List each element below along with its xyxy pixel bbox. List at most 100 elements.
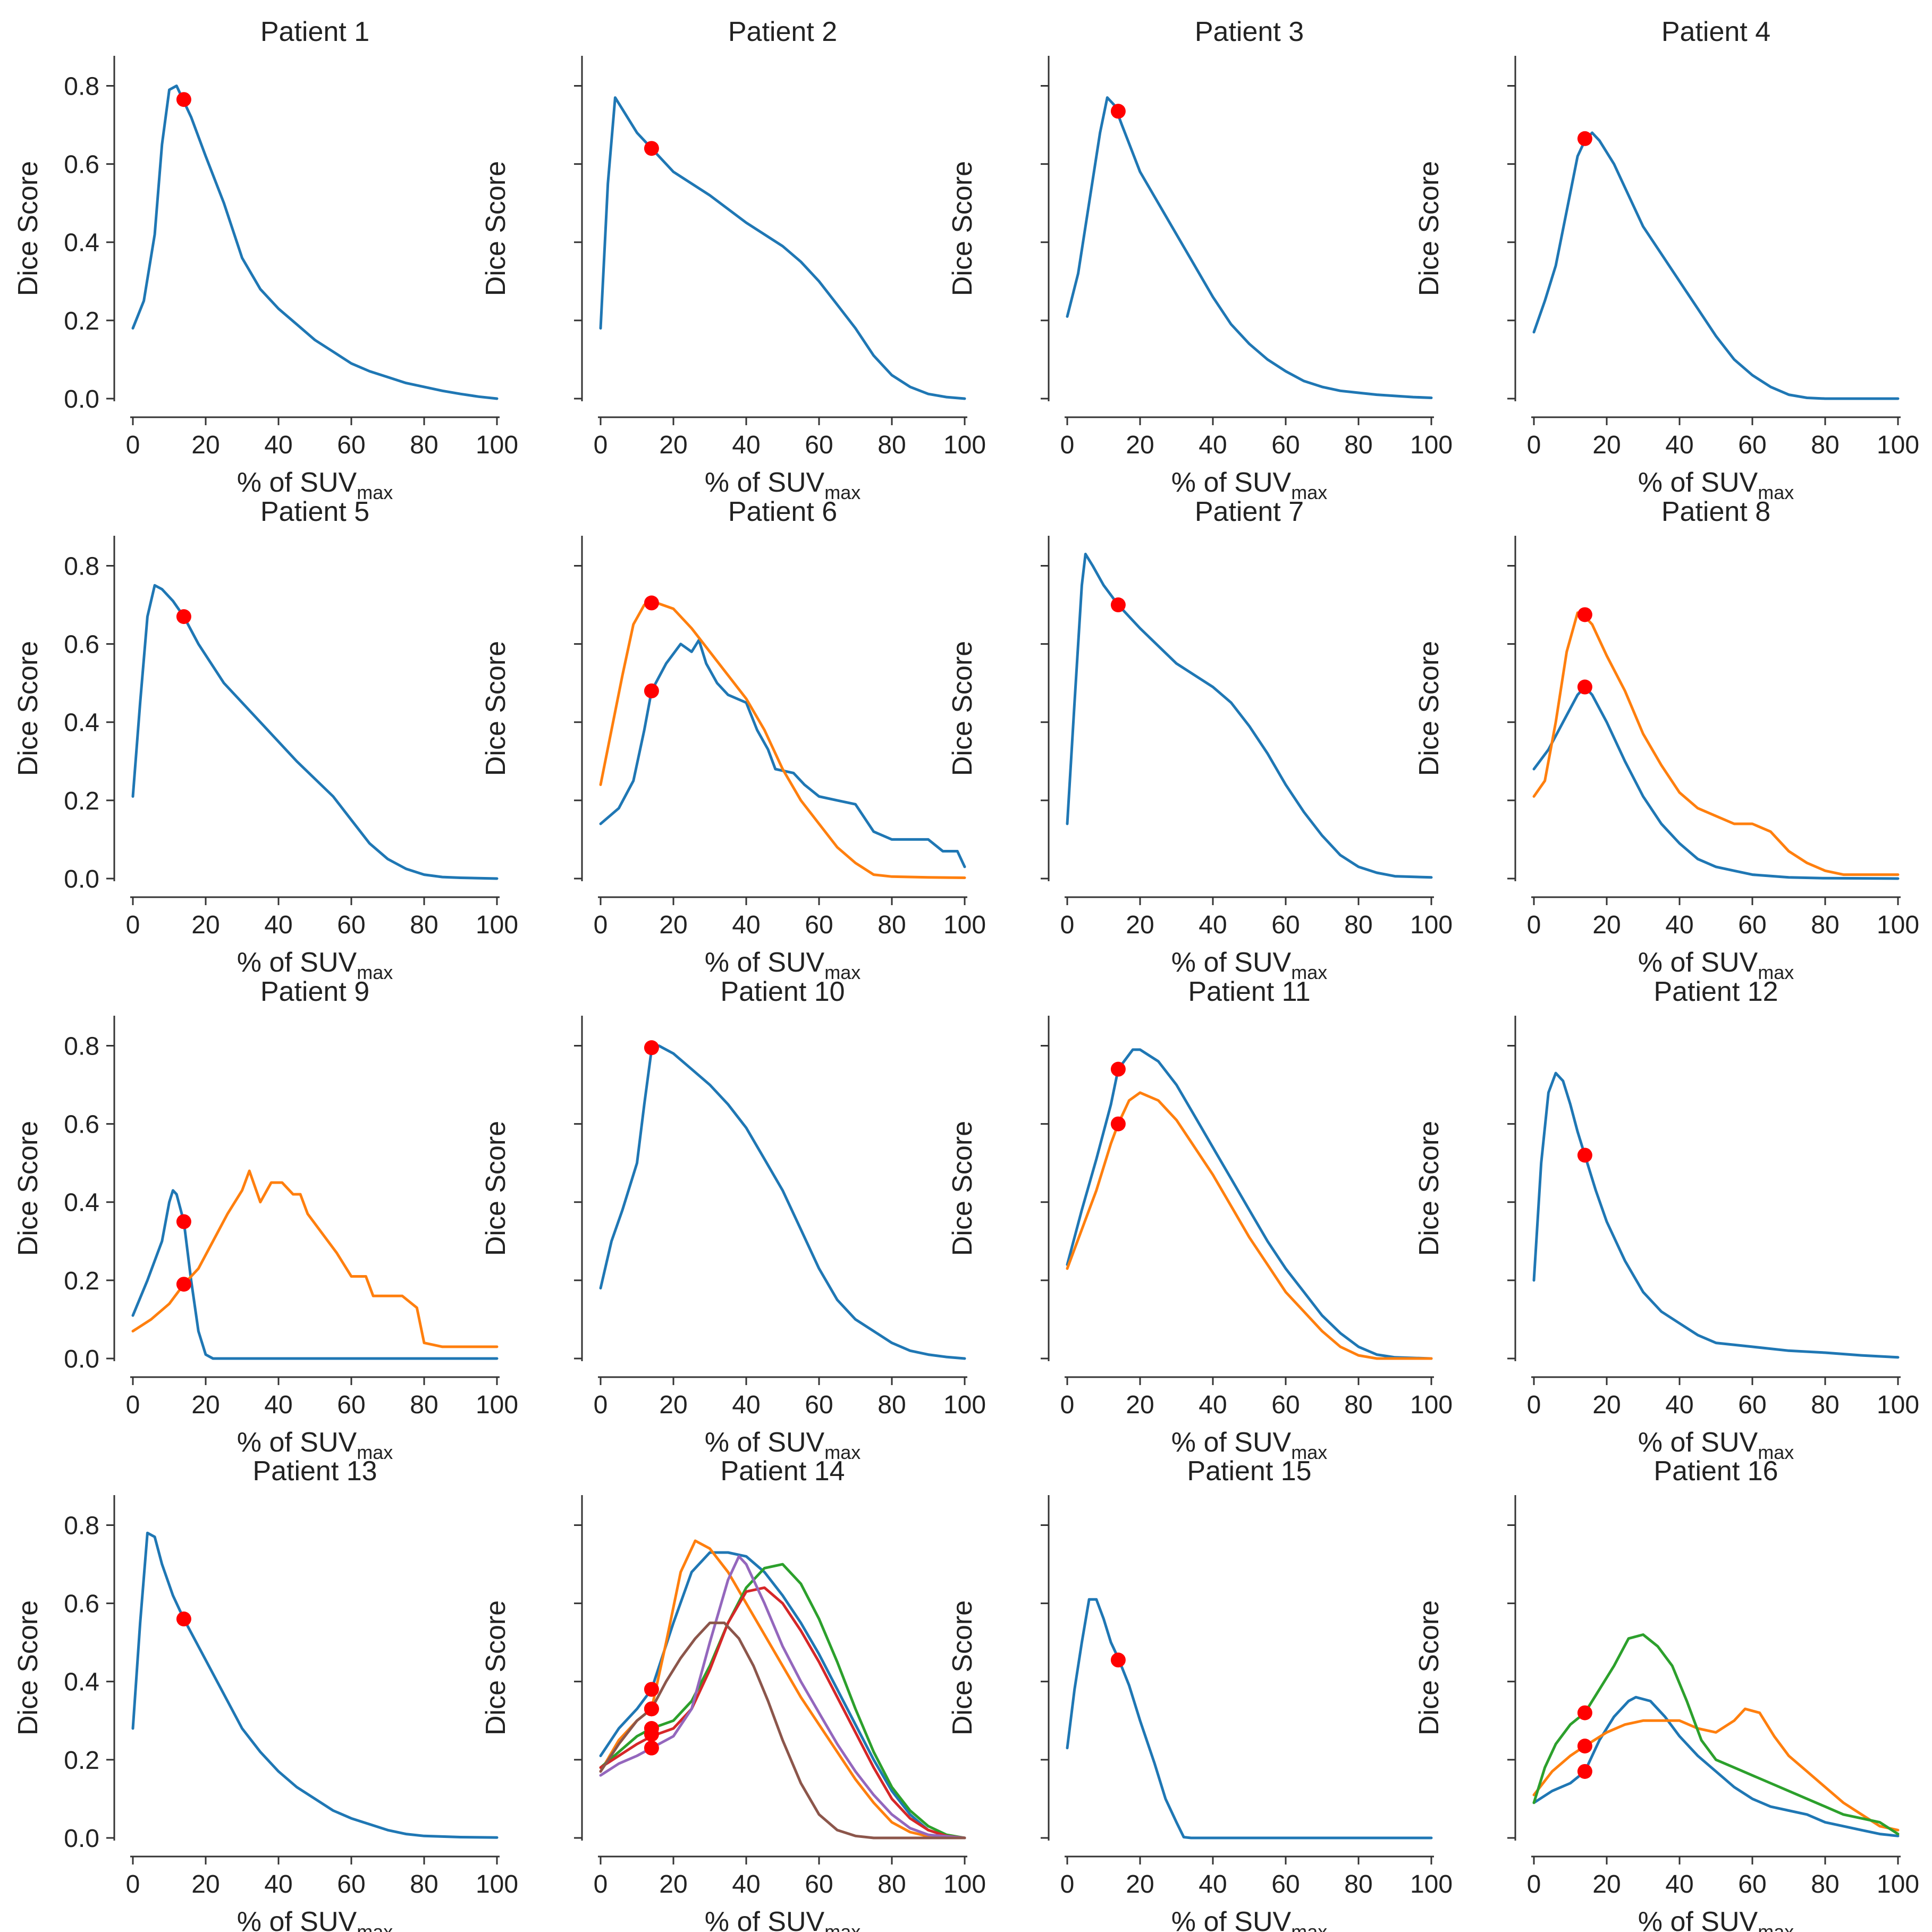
threshold-marker-1 [1110, 104, 1126, 119]
series-line-1 [131, 85, 499, 400]
subplot-title: Patient 9 [260, 976, 369, 1007]
x-axis-label: % of SUVmax [1171, 1427, 1327, 1463]
x-tick-label: 40 [732, 1391, 760, 1419]
series-line-2 [1532, 1707, 1900, 1832]
subplot-13: Patient 13 0.0 0.2 0.4 0.6 0.8 0 20 40 60 80 100 Dic… [13, 1456, 518, 1932]
x-tick-label: 0 [126, 431, 140, 459]
threshold-marker-1 [644, 683, 659, 698]
x-tick-label: 100 [1877, 1870, 1919, 1899]
x-tick-label: 60 [805, 911, 833, 939]
threshold-marker-1 [644, 1682, 659, 1697]
x-tick-label: 60 [805, 1391, 833, 1419]
subplot-5: Patient 5 0.0 0.2 0.4 0.6 0.8 0 20 40 60 80 100 Dice… [13, 496, 518, 983]
series-line-1 [1066, 1048, 1433, 1360]
subplot-3: Patient 3 0 20 40 60 80 100 Dice Score % of SUVm… [947, 16, 1453, 503]
y-tick-label: 0.2 [64, 1747, 99, 1775]
y-tick-label: 0.0 [64, 865, 99, 893]
x-tick-label: 100 [1410, 1870, 1453, 1899]
x-tick-label: 20 [1126, 1870, 1154, 1899]
series-line-1 [599, 1044, 966, 1360]
threshold-marker-1 [1110, 1652, 1126, 1668]
x-axis-label: % of SUVmax [705, 467, 860, 503]
x-axis-label: % of SUVmax [1171, 947, 1327, 983]
x-tick-label: 100 [943, 1870, 986, 1899]
x-tick-label: 0 [594, 431, 608, 459]
x-tick-label: 0 [126, 1870, 140, 1899]
series-line-2 [131, 1169, 499, 1348]
x-axis-label: % of SUVmax [237, 1906, 393, 1932]
x-tick-label: 20 [659, 1870, 687, 1899]
series-line-2 [1532, 611, 1900, 876]
threshold-marker-2 [1577, 1739, 1592, 1754]
x-tick-label: 0 [1060, 1870, 1075, 1899]
x-tick-label: 0 [594, 1391, 608, 1419]
y-tick-label: 0.8 [64, 72, 99, 100]
x-axis-label: % of SUVmax [1638, 1427, 1794, 1463]
threshold-marker-1 [1110, 1061, 1126, 1077]
x-tick-label: 20 [1592, 1391, 1621, 1419]
x-axis-label: % of SUVmax [237, 1427, 393, 1463]
x-tick-label: 0 [126, 1391, 140, 1419]
x-tick-label: 40 [732, 431, 760, 459]
x-tick-label: 0 [1527, 1870, 1541, 1899]
x-tick-label: 60 [337, 1391, 365, 1419]
y-tick-label: 0.6 [64, 1111, 99, 1139]
subplot-12: Patient 12 0 20 40 60 80 100 Dice Score % of SUV… [1414, 976, 1919, 1463]
x-tick-label: 80 [410, 1870, 438, 1899]
subplot-title: Patient 7 [1195, 496, 1304, 527]
threshold-marker-5 [644, 1740, 659, 1756]
x-tick-label: 60 [1738, 431, 1766, 459]
x-axis-label: % of SUVmax [705, 947, 860, 983]
subplot-1: Patient 1 0.0 0.2 0.4 0.6 0.8 0 20 40 60 80 100 Dice… [13, 16, 518, 503]
x-tick-label: 0 [126, 911, 140, 939]
threshold-marker-2 [176, 1277, 191, 1292]
x-tick-label: 100 [1410, 431, 1453, 459]
x-axis-label: % of SUVmax [1638, 1906, 1794, 1932]
x-tick-label: 100 [1410, 1391, 1453, 1419]
series-line-1 [131, 1531, 499, 1839]
series-line-1 [1066, 552, 1433, 879]
threshold-marker-1 [176, 609, 191, 625]
subplot-10: Patient 10 0 20 40 60 80 100 Dice Score % of SUV… [480, 976, 986, 1463]
y-axis-label: Dice Score [480, 161, 511, 296]
x-tick-label: 20 [1592, 911, 1621, 939]
threshold-marker-1 [1577, 679, 1592, 695]
x-tick-label: 60 [337, 1870, 365, 1899]
subplot-15: Patient 15 0 20 40 60 80 100 Dice Score % of SUV… [947, 1456, 1453, 1932]
series-line-1 [1066, 96, 1433, 399]
threshold-marker-1 [1110, 597, 1126, 613]
x-tick-label: 40 [264, 1870, 292, 1899]
series-line-1 [1532, 1072, 1900, 1359]
subplot-6: Patient 6 0 20 40 60 80 100 Dice Score % of SUVm… [480, 496, 986, 983]
series-line-1 [599, 96, 966, 400]
series-line-2 [1066, 1091, 1433, 1360]
y-tick-label: 0.4 [64, 229, 99, 257]
x-tick-label: 0 [594, 911, 608, 939]
y-tick-label: 0.2 [64, 787, 99, 815]
x-tick-label: 60 [337, 911, 365, 939]
series-line-2 [599, 600, 966, 879]
x-tick-label: 80 [1344, 1391, 1372, 1419]
y-axis-label: Dice Score [13, 1121, 44, 1256]
y-axis-label: Dice Score [480, 1121, 511, 1256]
y-axis-label: Dice Score [947, 161, 978, 296]
x-tick-label: 20 [659, 431, 687, 459]
x-tick-label: 20 [1126, 1391, 1154, 1419]
subplot-title: Patient 6 [728, 496, 837, 527]
x-tick-label: 80 [878, 1391, 906, 1419]
y-axis-label: Dice Score [947, 1121, 978, 1256]
x-tick-label: 100 [1877, 1391, 1919, 1419]
y-tick-label: 0.2 [64, 307, 99, 335]
x-tick-label: 100 [1877, 911, 1919, 939]
x-axis-label: % of SUVmax [237, 947, 393, 983]
x-tick-label: 20 [191, 431, 220, 459]
threshold-marker-1 [176, 1214, 191, 1229]
y-tick-label: 0.0 [64, 385, 99, 414]
x-tick-label: 80 [1811, 911, 1839, 939]
series-line-1 [1532, 686, 1900, 880]
series-line-5 [599, 1555, 966, 1840]
x-tick-label: 40 [1199, 1391, 1227, 1419]
subplot-8: Patient 8 0 20 40 60 80 100 Dice Score % of SUVm… [1414, 496, 1919, 983]
x-tick-label: 100 [943, 911, 986, 939]
x-tick-label: 60 [1738, 1391, 1766, 1419]
